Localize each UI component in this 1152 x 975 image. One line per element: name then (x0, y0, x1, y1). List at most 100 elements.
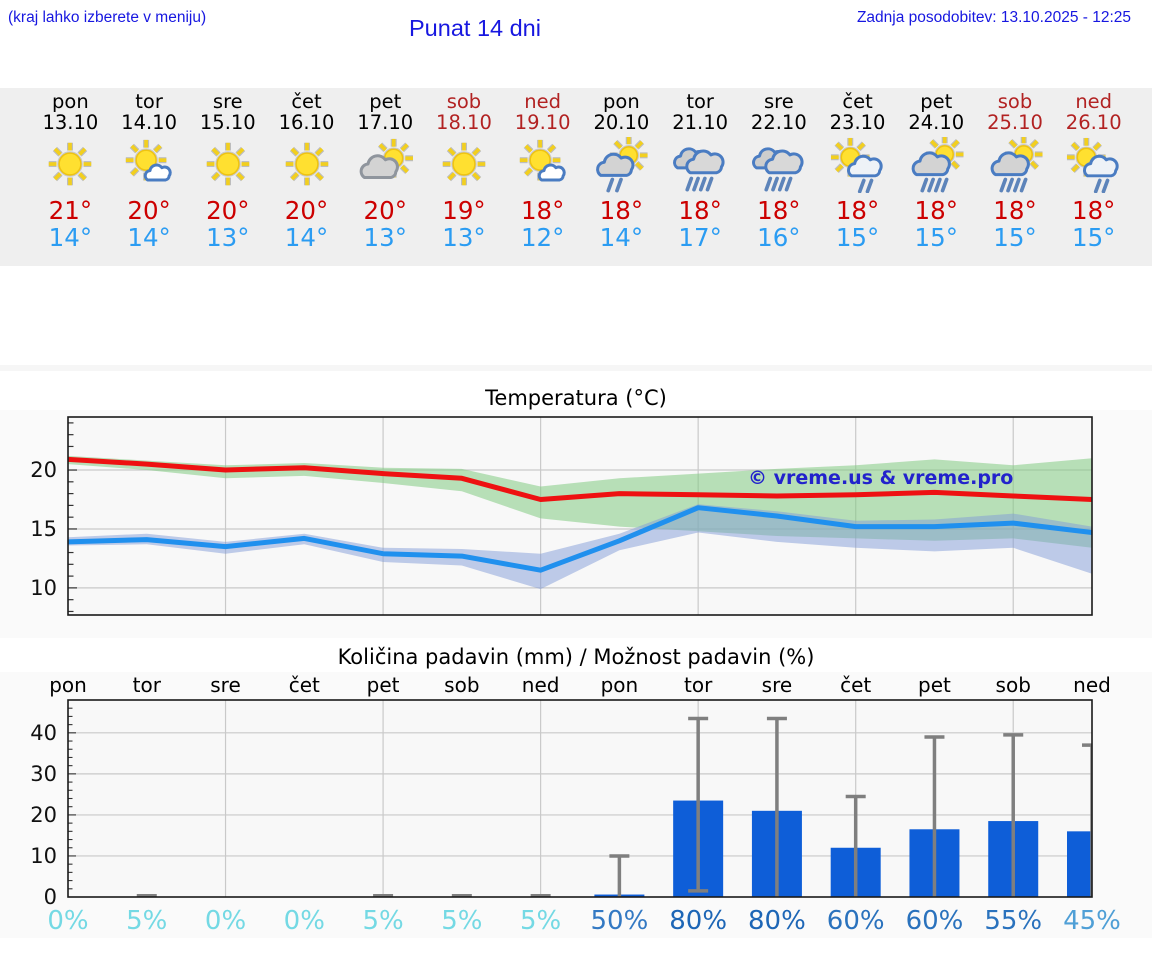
temp-high: 20° (363, 196, 407, 225)
temperature-chart-title: Temperatura (°C) (485, 386, 667, 410)
temp-low: 12° (520, 223, 565, 252)
forecast-day-column: sob 18.10 19° 13° (425, 88, 504, 266)
forecast-day-column: sre 15.10 20° 13° (188, 88, 267, 266)
forecast-day-column: čet 23.10 18° 15° (818, 88, 897, 266)
day-date: 17.10 (357, 111, 414, 134)
temp-max-line (68, 456, 1092, 502)
temp-high: 20° (284, 196, 329, 225)
day-name: pet (369, 90, 402, 113)
precip-day-label: čet (289, 673, 320, 697)
day-date: 21.10 (672, 111, 729, 134)
precip-day-label: tor (684, 673, 713, 697)
temp-low: 13° (363, 223, 407, 252)
day-date: 18.10 (436, 111, 492, 134)
day-date: 14.10 (121, 111, 177, 134)
sun-icon (285, 142, 328, 186)
temp-low: 17° (678, 223, 722, 252)
y-tick-label: 10 (30, 576, 57, 600)
cloud-rain-4-icon (751, 147, 804, 192)
precip-day-label: ned (1073, 673, 1111, 697)
forecast-strip: pon 13.10 21° 14° tor 14.10 20° 14° sre 15.10 20° 1… (0, 88, 1152, 266)
precip-probability-label: 0% (47, 906, 88, 936)
menu-hint-note: (kraj lahko izberete v meniju) (8, 9, 207, 26)
temp-low: 16° (757, 223, 801, 252)
day-date: 19.10 (514, 111, 571, 134)
watermark: © vreme.us & vreme.pro (748, 467, 1013, 489)
forecast-day-column: tor 14.10 20° 14° (110, 88, 189, 266)
day-date: 26.10 (1065, 111, 1122, 134)
forecast-day-column: pon 13.10 21° 14° (31, 88, 110, 266)
precip-bar (1067, 831, 1092, 897)
temp-low: 13° (206, 223, 250, 252)
y-tick-label: 20 (30, 803, 57, 827)
plot-border (67, 416, 1093, 616)
sun-cloud-rain-4-icon (990, 135, 1043, 193)
y-tick-label: 0 (44, 885, 57, 909)
cloud-sun-icon (359, 138, 414, 180)
temp-high: 18° (993, 196, 1037, 225)
forecast-day-column: čet 16.10 20° 14° (267, 88, 346, 266)
temp-min-line (68, 505, 1092, 573)
day-name: pon (603, 90, 640, 113)
precip-probability-label: 0% (284, 906, 325, 936)
page-title: Punat 14 dni (409, 15, 541, 41)
precip-day-label: sre (210, 673, 241, 697)
day-date: 24.10 (908, 111, 965, 134)
day-name: ned (524, 90, 562, 113)
y-tick-label: 30 (30, 762, 57, 786)
precip-probability-label: 5% (362, 906, 403, 936)
day-date: 22.10 (750, 111, 807, 134)
precip-day-label: sre (762, 673, 793, 697)
sun-left-cloud-rain-2-icon (1066, 137, 1119, 194)
forecast-day-column: sob 25.10 18° 15° (976, 88, 1055, 266)
temp-low: 15° (993, 223, 1037, 252)
precip-probability-label: 5% (441, 906, 482, 936)
precipitation-chart-title: Količina padavin (mm) / Možnost padavin … (337, 645, 815, 669)
temp-low: 14° (284, 223, 329, 252)
precip-probability-label: 55% (984, 906, 1042, 936)
day-date: 20.10 (593, 111, 650, 134)
precip-probability-label: 5% (520, 906, 561, 936)
day-name: sre (763, 90, 794, 113)
precip-probability-label: 50% (590, 906, 648, 936)
temp-low: 15° (835, 223, 880, 252)
temp-high: 18° (520, 196, 565, 225)
precip-probability-label: 0% (205, 906, 246, 936)
temp-high: 19° (442, 196, 486, 225)
last-update-label: Zadnja posodobitev: 13.10.2025 - 12:25 (856, 9, 1131, 26)
sun-cloud-rain-2-icon (596, 136, 648, 193)
sun-icon (442, 142, 486, 186)
section-separator (0, 365, 1152, 371)
precip-probability-label: 5% (126, 906, 167, 936)
precip-day-label: pon (49, 673, 87, 697)
temp-high: 20° (127, 196, 171, 225)
precip-probability-label: 45% (1063, 906, 1121, 936)
cloud-rain-4-icon (673, 147, 725, 192)
forecast-day-column: ned 26.10 18° 15° (1054, 88, 1133, 266)
temp-low: 14° (127, 223, 171, 252)
sun-cloud-rain-4-icon (911, 135, 964, 193)
precip-day-label: tor (133, 673, 162, 697)
sun-small-cloud-icon (125, 139, 172, 182)
forecast-day-column: pet 17.10 20° 13° (346, 88, 425, 266)
sun-icon (49, 142, 92, 186)
precip-day-label: sob (444, 673, 479, 697)
precip-day-label: pon (601, 673, 639, 697)
precip-probability-label: 60% (827, 906, 885, 936)
sun-left-cloud-rain-2-icon (830, 137, 883, 194)
temp-high: 18° (757, 196, 801, 225)
day-name: čet (842, 90, 873, 113)
temp-high: 18° (1071, 196, 1116, 225)
y-tick-label: 10 (30, 844, 57, 868)
day-date: 23.10 (829, 111, 886, 134)
temp-high: 18° (599, 196, 644, 225)
forecast-day-column: pet 24.10 18° 15° (897, 88, 976, 266)
day-name: čet (291, 90, 322, 113)
precipitation-chart: pon tor sre čet pet sob ned pon tor sre čet pet sob n… (30, 673, 1121, 936)
precip-day-label: sob (996, 673, 1031, 697)
precip-day-label: pet (367, 673, 400, 697)
temp-low: 13° (442, 223, 486, 252)
y-tick-label: 20 (30, 458, 57, 482)
forecast-day-column: ned 19.10 18° 12° (503, 88, 582, 266)
